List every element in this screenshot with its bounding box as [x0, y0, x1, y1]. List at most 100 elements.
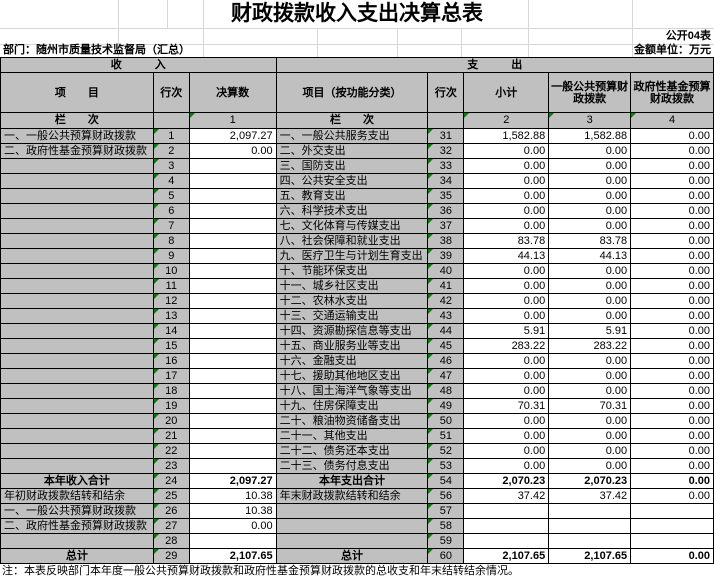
expense-line-number[interactable]: 40 [428, 264, 465, 279]
expense-gov-fund[interactable]: 0.00 [631, 459, 714, 474]
income-line-number[interactable]: 11 [153, 279, 190, 294]
expense-item-label[interactable]: 二十、粮油物资储备支出 [276, 414, 429, 429]
income-amount[interactable] [189, 219, 277, 234]
expense-general-budget[interactable]: 0.00 [549, 219, 632, 234]
expense-line-number[interactable]: 57 [428, 504, 465, 519]
income-item-label[interactable] [1, 354, 154, 369]
income-index-1[interactable]: 1 [189, 113, 277, 129]
expense-gov-fund[interactable]: 0.00 [631, 219, 714, 234]
income-amount[interactable]: 2,107.65 [189, 549, 277, 564]
expense-line-number[interactable]: 38 [428, 234, 465, 249]
expense-subtotal[interactable]: 0.00 [464, 429, 550, 444]
expense-general-budget[interactable]: 0.00 [549, 459, 632, 474]
expense-item-label[interactable] [276, 504, 429, 519]
expense-gov-fund[interactable]: 0.00 [631, 399, 714, 414]
expense-item-label[interactable]: 八、社会保障和就业支出 [276, 234, 429, 249]
income-amount[interactable] [189, 354, 277, 369]
expense-line-number[interactable]: 33 [428, 159, 465, 174]
expense-item-label[interactable]: 十五、商业服务业等支出 [276, 339, 429, 354]
expense-item-label[interactable] [276, 534, 429, 549]
income-line-number[interactable]: 7 [153, 219, 190, 234]
income-amount[interactable] [189, 309, 277, 324]
expense-line-number[interactable]: 41 [428, 279, 465, 294]
income-amount[interactable] [189, 204, 277, 219]
expense-gov-fund[interactable]: 0.00 [631, 354, 714, 369]
expense-item-label[interactable]: 十六、金融支出 [276, 354, 429, 369]
expense-index-3[interactable]: 3 [549, 113, 632, 129]
expense-section-header[interactable]: 支 出 [276, 58, 714, 73]
expense-subtotal[interactable]: 0.00 [464, 309, 550, 324]
expense-line-number[interactable]: 36 [428, 204, 465, 219]
expense-general-budget[interactable]: 83.78 [549, 234, 632, 249]
expense-subtotal[interactable]: 0.00 [464, 369, 550, 384]
expense-item-label[interactable]: 本年支出合计 [276, 474, 429, 489]
income-line-number[interactable]: 28 [153, 534, 190, 549]
expense-general-budget[interactable]: 5.91 [549, 324, 632, 339]
income-item-label[interactable] [1, 204, 154, 219]
income-item-label[interactable] [1, 279, 154, 294]
expense-gov-fund[interactable]: 0.00 [631, 294, 714, 309]
expense-gov-fund[interactable]: 0.00 [631, 204, 714, 219]
expense-subtotal[interactable]: 37.42 [464, 489, 550, 504]
income-item-label[interactable]: 二、政府性基金预算财政拨款 [1, 519, 154, 534]
expense-gov-fund[interactable]: 0.00 [631, 279, 714, 294]
expense-line-number[interactable]: 34 [428, 174, 465, 189]
income-item-label[interactable]: 本年收入合计 [1, 474, 154, 489]
expense-item-label[interactable]: 三、国防支出 [276, 159, 429, 174]
expense-general-budget[interactable]: 0.00 [549, 279, 632, 294]
income-line-number[interactable]: 5 [153, 189, 190, 204]
expense-item-label[interactable]: 十四、资源勘探信息等支出 [276, 324, 429, 339]
expense-subtotal[interactable]: 2,070.23 [464, 474, 550, 489]
income-amount[interactable]: 10.38 [189, 489, 277, 504]
income-amount[interactable] [189, 459, 277, 474]
expense-gov-fund[interactable]: 0.00 [631, 324, 714, 339]
income-amount[interactable]: 10.38 [189, 504, 277, 519]
income-line-number[interactable]: 9 [153, 249, 190, 264]
income-amount[interactable] [189, 264, 277, 279]
expense-gov-fund[interactable] [631, 519, 714, 534]
income-item-label[interactable] [1, 264, 154, 279]
income-item-label[interactable] [1, 384, 154, 399]
income-line-number[interactable]: 15 [153, 339, 190, 354]
income-item-label[interactable]: 二、政府性基金预算财政拨款 [1, 144, 154, 159]
expense-subtotal[interactable]: 0.00 [464, 279, 550, 294]
expense-subtotal[interactable] [464, 534, 550, 549]
income-amount[interactable]: 0.00 [189, 144, 277, 159]
expense-index-4[interactable]: 4 [631, 113, 714, 129]
expense-gov-fund[interactable]: 0.00 [631, 474, 714, 489]
income-line-number[interactable]: 27 [153, 519, 190, 534]
income-amount[interactable]: 0.00 [189, 519, 277, 534]
expense-line-number[interactable]: 56 [428, 489, 465, 504]
expense-general-budget[interactable]: 0.00 [549, 159, 632, 174]
expense-line-number[interactable]: 46 [428, 354, 465, 369]
expense-general-budget[interactable]: 1,582.88 [549, 129, 632, 144]
income-item-label[interactable] [1, 429, 154, 444]
expense-line-number[interactable]: 50 [428, 414, 465, 429]
income-item-label[interactable] [1, 234, 154, 249]
income-line-number[interactable]: 4 [153, 174, 190, 189]
expense-item-label[interactable]: 十七、援助其他地区支出 [276, 369, 429, 384]
income-item-label[interactable] [1, 339, 154, 354]
expense-subtotal[interactable]: 70.31 [464, 399, 550, 414]
expense-general-budget[interactable]: 0.00 [549, 384, 632, 399]
expense-general-budget[interactable]: 2,107.65 [549, 549, 632, 564]
expense-item-label[interactable]: 二、外交支出 [276, 144, 429, 159]
expense-general-budget[interactable]: 0.00 [549, 429, 632, 444]
income-line-number[interactable]: 16 [153, 354, 190, 369]
expense-subtotal[interactable]: 0.00 [464, 159, 550, 174]
expense-gov-fund[interactable]: 0.00 [631, 189, 714, 204]
expense-item-label[interactable]: 二十二、债务还本支出 [276, 444, 429, 459]
income-line-number[interactable]: 26 [153, 504, 190, 519]
income-line-number[interactable]: 6 [153, 204, 190, 219]
expense-item-label[interactable]: 四、公共安全支出 [276, 174, 429, 189]
expense-item-label[interactable]: 十二、农林水支出 [276, 294, 429, 309]
col-header-gov-fund-budget[interactable]: 政府性基金预算财政拨款 [631, 73, 714, 113]
col-header-subtotal[interactable]: 小计 [464, 73, 550, 113]
income-item-label[interactable]: 一、一般公共预算财政拨款 [1, 129, 154, 144]
income-amount[interactable]: 2,097.27 [189, 474, 277, 489]
income-item-label[interactable] [1, 219, 154, 234]
expense-general-budget[interactable]: 0.00 [549, 354, 632, 369]
income-amount[interactable] [189, 189, 277, 204]
expense-general-budget[interactable]: 70.31 [549, 399, 632, 414]
expense-general-budget[interactable]: 0.00 [549, 414, 632, 429]
